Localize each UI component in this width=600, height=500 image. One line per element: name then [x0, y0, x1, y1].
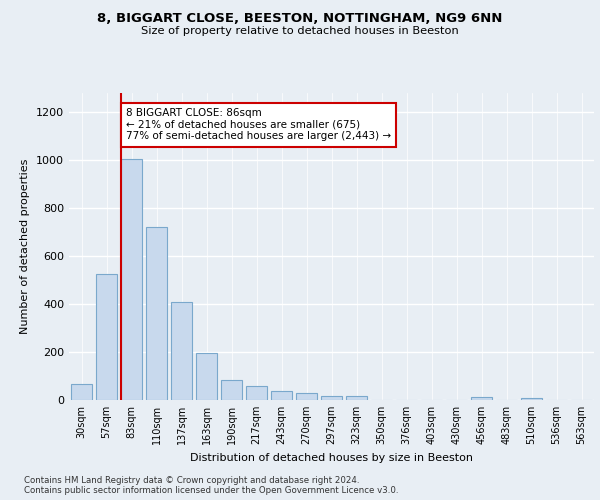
Bar — [321, 396, 342, 400]
Text: 8 BIGGART CLOSE: 86sqm
← 21% of detached houses are smaller (675)
77% of semi-de: 8 BIGGART CLOSE: 86sqm ← 21% of detached… — [126, 108, 391, 142]
Bar — [471, 397, 492, 400]
Bar — [246, 386, 267, 400]
Text: Size of property relative to detached houses in Beeston: Size of property relative to detached ho… — [141, 26, 459, 36]
Bar — [221, 380, 242, 400]
Text: 8, BIGGART CLOSE, BEESTON, NOTTINGHAM, NG9 6NN: 8, BIGGART CLOSE, BEESTON, NOTTINGHAM, N… — [97, 12, 503, 26]
Bar — [196, 352, 217, 400]
Bar — [521, 398, 542, 400]
Bar — [271, 391, 292, 400]
Text: Contains HM Land Registry data © Crown copyright and database right 2024.
Contai: Contains HM Land Registry data © Crown c… — [24, 476, 398, 495]
X-axis label: Distribution of detached houses by size in Beeston: Distribution of detached houses by size … — [190, 452, 473, 462]
Bar — [71, 384, 92, 400]
Bar — [346, 396, 367, 400]
Bar — [146, 227, 167, 400]
Bar — [96, 274, 117, 400]
Bar — [121, 158, 142, 400]
Bar — [171, 302, 192, 400]
Y-axis label: Number of detached properties: Number of detached properties — [20, 158, 31, 334]
Bar — [296, 393, 317, 400]
